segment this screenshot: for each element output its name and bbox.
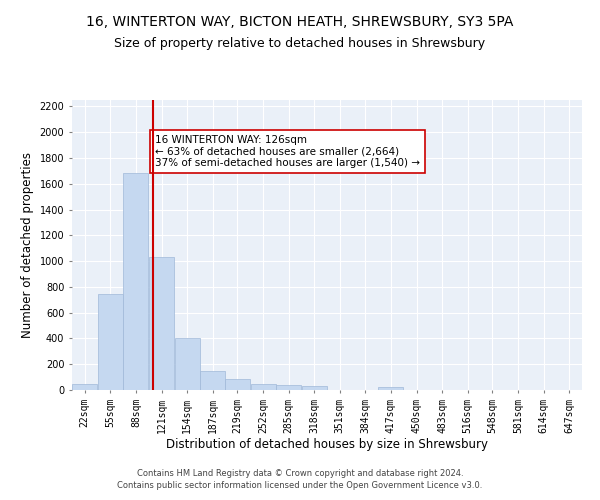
Bar bbox=[124, 174, 148, 390]
Bar bbox=[98, 294, 123, 390]
Bar bbox=[225, 379, 250, 390]
Text: 16 WINTERTON WAY: 126sqm
← 63% of detached houses are smaller (2,664)
37% of sem: 16 WINTERTON WAY: 126sqm ← 63% of detach… bbox=[155, 135, 420, 168]
Bar bbox=[302, 386, 326, 390]
Bar bbox=[200, 370, 225, 390]
Y-axis label: Number of detached properties: Number of detached properties bbox=[21, 152, 34, 338]
X-axis label: Distribution of detached houses by size in Shrewsbury: Distribution of detached houses by size … bbox=[166, 438, 488, 452]
Text: Size of property relative to detached houses in Shrewsbury: Size of property relative to detached ho… bbox=[115, 38, 485, 51]
Bar bbox=[175, 338, 200, 390]
Bar bbox=[251, 384, 275, 390]
Bar bbox=[149, 257, 174, 390]
Bar bbox=[276, 385, 301, 390]
Bar bbox=[379, 388, 403, 390]
Text: Contains HM Land Registry data © Crown copyright and database right 2024.
Contai: Contains HM Land Registry data © Crown c… bbox=[118, 468, 482, 490]
Bar bbox=[73, 384, 97, 390]
Text: 16, WINTERTON WAY, BICTON HEATH, SHREWSBURY, SY3 5PA: 16, WINTERTON WAY, BICTON HEATH, SHREWSB… bbox=[86, 15, 514, 29]
